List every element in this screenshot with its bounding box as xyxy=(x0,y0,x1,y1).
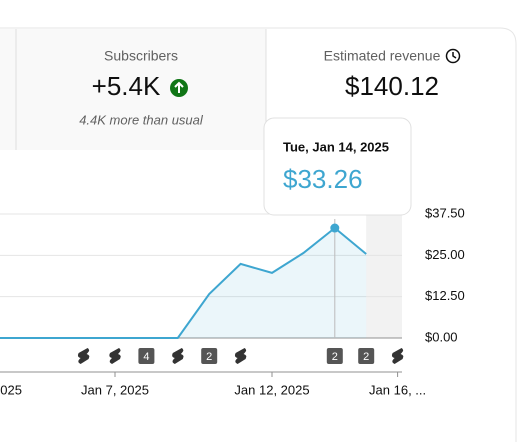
shorts-icon xyxy=(172,348,184,364)
count-label: 4 xyxy=(143,351,149,363)
count-label: 2 xyxy=(206,351,212,363)
y-tick-label: $37.50 xyxy=(425,205,465,220)
x-tick-label: Jan 12, 2025 xyxy=(234,382,309,397)
tooltip-box xyxy=(263,117,412,216)
x-tick-label: Jan 7, 2025 xyxy=(81,382,149,397)
y-tick-label: $0.00 xyxy=(425,329,458,344)
tab-title: Subscribers xyxy=(104,48,178,64)
tooltip-value: $33.26 xyxy=(283,164,363,194)
shorts-icon xyxy=(77,348,90,364)
clock-icon xyxy=(445,48,461,64)
shorts-icon xyxy=(234,348,247,364)
x-tick-label: 025 xyxy=(0,382,22,397)
line-area xyxy=(0,228,367,338)
shorts-icon xyxy=(109,348,121,364)
line xyxy=(0,226,367,339)
tooltip: Tue, Jan 14, 2025 $33.26 xyxy=(263,117,412,216)
highlight-point xyxy=(330,223,340,233)
plot: $0.00 $12.50 $25.00 $37.50 4 2 2 2 025 Jan 7, 202… xyxy=(0,185,465,397)
tab-value: $140.12 xyxy=(345,71,439,101)
tooltip-date: Tue, Jan 14, 2025 xyxy=(283,139,389,154)
y-tick-label: $12.50 xyxy=(425,288,465,303)
count-badge xyxy=(358,348,375,364)
count-badge xyxy=(326,348,343,364)
y-tick-label: $25.00 xyxy=(425,247,465,262)
count-badge xyxy=(201,348,218,364)
tab-value: +5.4K xyxy=(92,71,161,101)
tab-note: 4.4K more than usual xyxy=(79,112,204,127)
count-label: 2 xyxy=(363,351,369,363)
count-badge xyxy=(138,348,155,364)
shorts-icon xyxy=(391,348,404,364)
tab-title: Estimated revenue xyxy=(324,48,441,64)
tab-bg[interactable] xyxy=(0,29,266,150)
x-tick-label: Jan 16, ... xyxy=(369,382,426,397)
card-border xyxy=(0,27,517,442)
up-icon xyxy=(170,79,188,97)
count-label: 2 xyxy=(332,351,338,363)
